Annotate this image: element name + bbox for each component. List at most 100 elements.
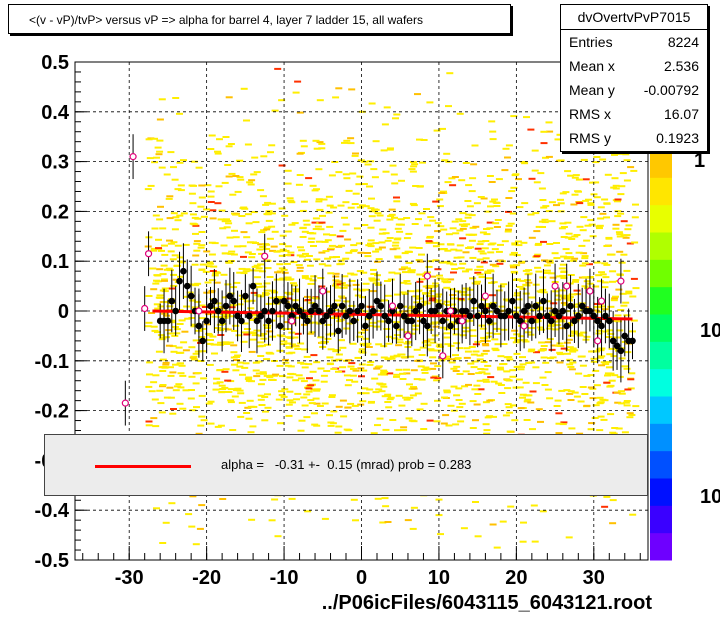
scatter-cell [334,280,342,283]
scatter-cell [217,218,225,221]
scatter-cell [296,316,304,319]
profile-point [164,317,172,325]
scatter-cell [296,269,304,272]
scatter-cell [510,337,518,339]
scatter-cell [178,364,186,367]
scatter-cell [261,419,269,422]
scatter-cell [323,370,331,372]
scatter-cell [311,412,318,415]
scatter-cell [347,142,355,145]
scatter-cell [499,363,507,366]
scatter-cell [498,285,505,288]
scatter-cell [487,269,494,272]
scatter-cell [326,204,334,207]
scatter-cell [553,204,560,207]
scatter-cell [247,405,255,408]
scatter-cell [263,213,271,216]
scatter-cell [465,383,472,386]
scatter-cell [359,296,367,299]
scatter-cell [425,286,433,289]
scatter-cell [405,261,413,264]
scatter-cell [206,342,214,345]
scatter-cell [609,522,617,525]
profile-point [280,297,288,305]
scatter-cell [628,414,636,416]
scatter-cell [540,240,547,243]
scatter-cell [539,276,547,279]
scatter-cell [213,281,221,284]
scatter-cell [380,345,388,348]
profile-point [466,312,474,320]
scatter-cell [617,212,625,215]
profile-point [176,277,183,285]
scatter-cell [421,341,429,344]
scatter-cell [429,356,437,359]
scatter-cell [336,283,344,286]
scatter-cell [285,352,293,355]
scatter-cell [482,344,490,347]
scatter-cell [428,290,436,293]
scatter-cell [495,382,503,385]
scatter-cell [172,216,180,219]
scatter-cell [603,495,611,498]
scatter-cell [290,261,298,264]
scatter-cell [335,286,343,289]
scatter-cell [403,237,411,240]
scatter-cell [411,223,419,225]
scatter-cell [342,173,350,176]
scatter-cell [597,415,605,418]
scatter-cell [307,241,315,243]
scatter-cell [501,169,509,172]
scatter-cell [240,255,247,258]
scatter-cell [540,142,548,145]
scatter-cell [473,384,481,387]
scatter-cell [244,213,252,216]
scatter-cell [296,111,304,114]
scatter-cell [287,251,295,254]
scatter-cell [403,280,411,282]
scatter-cell [209,270,217,272]
scatter-cell [528,296,536,299]
scatter-cell [386,218,394,221]
scatter-cell [254,276,262,279]
scatter-cell [354,356,362,359]
scatter-cell [243,268,251,271]
scatter-cell [440,190,447,193]
scatter-cell [480,197,488,200]
scatter-cell [194,300,202,303]
profile-point [547,317,555,325]
scatter-cell [451,268,459,270]
scatter-cell [426,236,434,239]
scatter-cell [325,333,333,336]
scatter-cell [345,322,353,325]
scatter-cell [159,385,166,388]
scatter-cell [544,388,552,391]
x-tick-label: -20 [192,567,221,589]
profile-point [362,322,369,330]
scatter-cell [555,422,563,425]
scatter-cell [332,282,340,285]
scatter-cell [287,199,295,202]
scatter-cell [617,193,625,196]
stats-name: dvOvertvPvP7015 [561,5,707,30]
scatter-cell [203,208,211,211]
scatter-cell [559,222,567,225]
scatter-cell [528,236,536,239]
scatter-cell [621,340,629,343]
scatter-cell [337,318,345,321]
scatter-cell [375,343,383,346]
scatter-cell [198,504,206,507]
scatter-cell [313,402,321,405]
scatter-cell [456,347,464,350]
scatter-cell [177,275,184,278]
scatter-cell [457,297,465,300]
scatter-cell [424,344,432,347]
scatter-cell [265,211,273,214]
scatter-cell [366,363,374,366]
scatter-cell [282,361,290,364]
scatter-cell [553,320,561,323]
scatter-cell [469,277,477,280]
scatter-cell [398,268,406,271]
stats-value: -0.00792 [643,82,699,98]
scatter-cell [335,87,343,90]
